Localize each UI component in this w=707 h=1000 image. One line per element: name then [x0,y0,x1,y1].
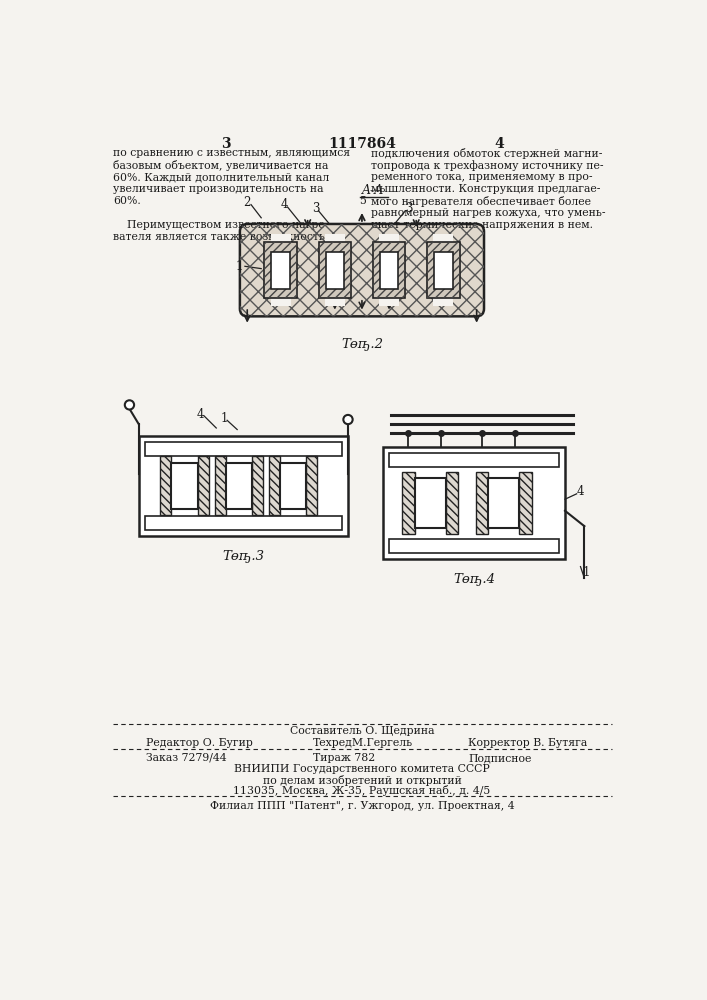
Bar [271,234,291,306]
Bar [379,234,399,306]
Bar [373,242,405,298]
FancyBboxPatch shape [240,224,484,316]
Bar [319,242,351,298]
Text: топровода к трехфазному источнику пе-: топровода к трехфазному источнику пе- [371,160,604,171]
Bar [264,242,297,298]
Text: 1: 1 [221,412,228,425]
Text: 4: 4 [494,137,504,151]
Bar [427,242,460,298]
Bar [198,456,209,515]
Text: 1117864: 1117864 [328,137,396,151]
Text: Филиал ППП "Патент", г. Ужгород, ул. Проектная, 4: Филиал ППП "Патент", г. Ужгород, ул. Про… [210,801,514,811]
Bar [306,456,317,515]
Bar [427,242,460,298]
Text: по сравнению с известным, являющимся: по сравнению с известным, являющимся [113,148,350,158]
Circle shape [125,400,134,410]
Text: 3: 3 [221,137,230,151]
Bar [325,252,344,289]
Bar [402,472,414,534]
Text: мого нагревателя обеспечивает более: мого нагревателя обеспечивает более [371,196,591,207]
Text: по делам изобретений и открытий: по делам изобретений и открытий [262,774,462,786]
Bar [271,252,290,289]
Bar [215,456,226,515]
Text: ТехредМ.Гергель: ТехредМ.Гергель [313,738,414,748]
Text: 60%.: 60%. [113,196,141,206]
Text: 2: 2 [244,196,251,209]
Bar [414,478,445,528]
Bar [171,463,198,509]
Bar [145,516,341,530]
Text: 1: 1 [583,566,590,579]
Bar [383,447,565,559]
Bar [226,463,252,509]
Bar [264,242,297,298]
Bar [380,252,398,289]
Text: базовым объектом, увеличивается на: базовым объектом, увеличивается на [113,160,329,171]
Bar [325,234,345,306]
Text: мышленности. Конструкция предлагае-: мышленности. Конструкция предлагае- [371,184,601,194]
Text: Перимуществом известного нагре-: Перимуществом известного нагре- [113,220,329,230]
Text: вателя является также возможность: вателя является также возможность [113,232,325,242]
Bar [139,436,348,536]
Bar [389,539,559,553]
Text: 5: 5 [359,196,366,206]
Text: ременного тока, применяемому в про-: ременного тока, применяемому в про- [371,172,592,182]
Bar [280,463,306,509]
Text: увеличивает производительность на: увеличивает производительность на [113,184,324,194]
Text: 3: 3 [404,202,412,215]
Bar [319,242,351,298]
Bar [445,472,458,534]
Text: Тираж 782: Тираж 782 [313,753,375,763]
Bar [389,453,559,467]
Text: 113035, Москва, Ж-35, Раушская наб., д. 4/5: 113035, Москва, Ж-35, Раушская наб., д. … [233,785,491,796]
Bar [252,456,263,515]
Text: Τөҧ.2: Τөҧ.2 [341,338,383,351]
Text: ВНИИПИ Государственного комитета СССР: ВНИИПИ Государственного комитета СССР [234,764,490,774]
Text: 60%. Каждый дополнительный канал: 60%. Каждый дополнительный канал [113,172,329,182]
Text: шает термические напряжения в нем.: шает термические напряжения в нем. [371,220,593,230]
Bar [373,242,405,298]
Text: равномерный нагрев кожуха, что умень-: равномерный нагрев кожуха, что умень- [371,208,606,218]
Text: Составитель О. Щедрина: Составитель О. Щедрина [290,726,434,736]
Bar [519,472,532,534]
Text: 4: 4 [577,485,584,498]
Bar [434,252,452,289]
Text: A-A: A-A [363,184,385,197]
Text: 1: 1 [236,260,243,273]
Circle shape [344,415,353,424]
Bar [145,442,341,456]
Text: Подписное: Подписное [468,753,532,763]
Text: Корректор В. Бутяга: Корректор В. Бутяга [468,738,588,748]
Bar [433,234,453,306]
Bar [489,478,519,528]
Bar [476,472,489,534]
Text: 4: 4 [197,408,204,421]
Bar [160,456,171,515]
Text: подключения обмоток стержней магни-: подключения обмоток стержней магни- [371,148,602,159]
Text: Τөҧ.3: Τөҧ.3 [223,550,264,563]
Text: 3: 3 [312,202,319,215]
Text: 4: 4 [281,198,288,211]
Text: Редактор О. Бугир: Редактор О. Бугир [146,738,253,748]
Text: Заказ 7279/44: Заказ 7279/44 [146,753,227,763]
Text: Τөҧ.4: Τөҧ.4 [453,573,495,586]
Bar [269,456,280,515]
